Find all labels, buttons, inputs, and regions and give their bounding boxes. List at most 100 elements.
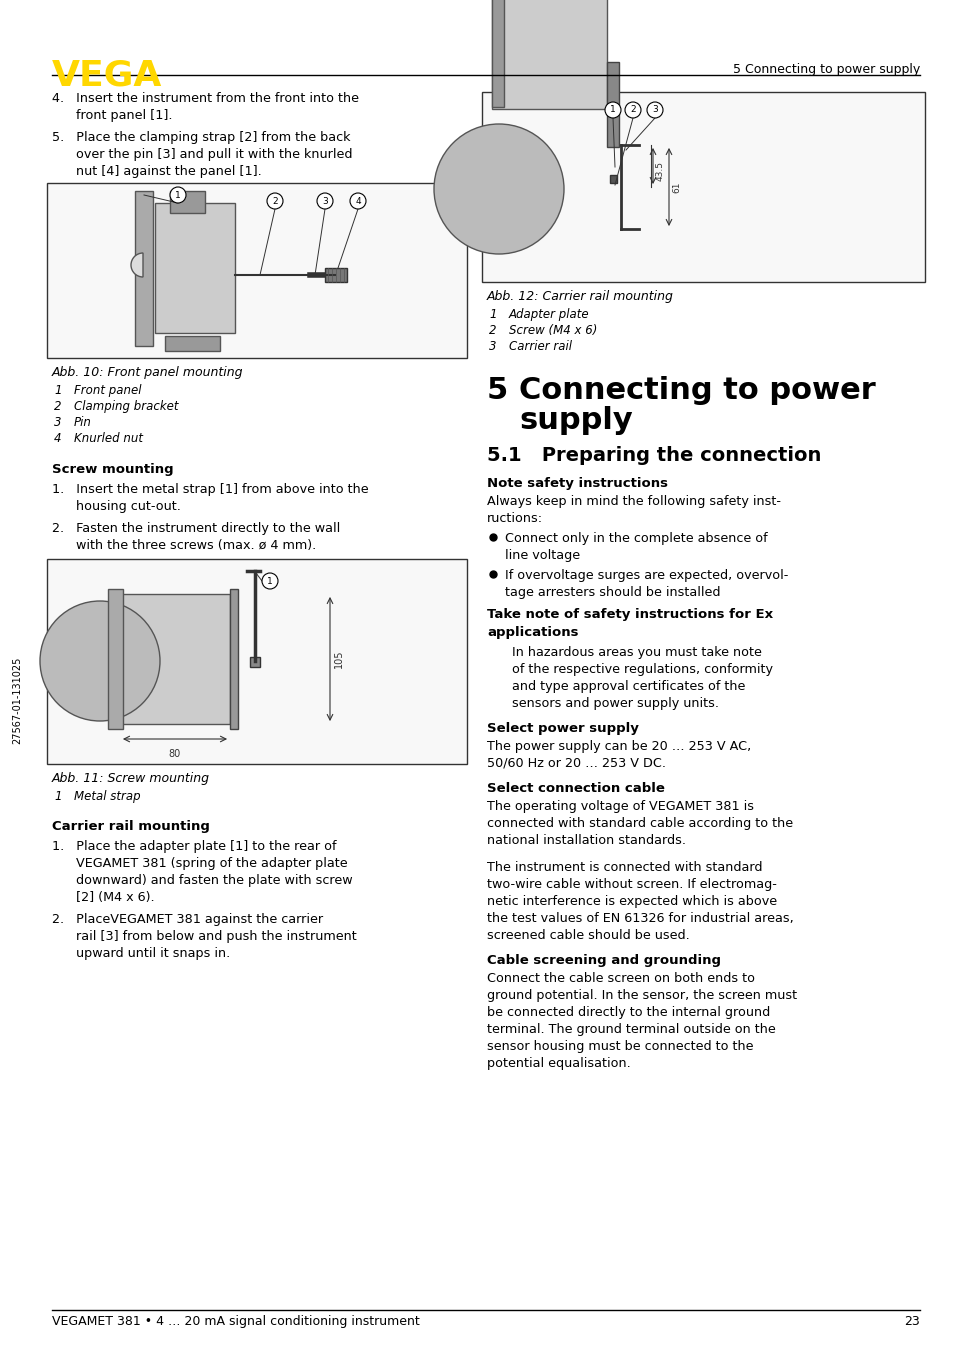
Text: nut [4] against the panel [1].: nut [4] against the panel [1].	[52, 165, 261, 177]
Text: ructions:: ructions:	[486, 512, 542, 525]
Bar	[481, 92, 924, 282]
Bar	[165, 336, 220, 351]
Text: Carrier rail: Carrier rail	[509, 340, 572, 353]
Text: Select power supply: Select power supply	[486, 722, 639, 735]
Circle shape	[267, 194, 283, 209]
Text: 5.1   Preparing the connection: 5.1 Preparing the connection	[486, 445, 821, 464]
Text: If overvoltage surges are expected, overvol-: If overvoltage surges are expected, over…	[504, 569, 787, 582]
Bar	[135, 191, 152, 347]
Text: 2: 2	[630, 106, 635, 115]
Text: 1: 1	[54, 385, 61, 397]
Circle shape	[170, 187, 186, 203]
Text: 3: 3	[489, 340, 496, 353]
Text: 2: 2	[272, 196, 277, 206]
Text: Abb. 10: Front panel mounting: Abb. 10: Front panel mounting	[52, 366, 243, 379]
Text: upward until it snaps in.: upward until it snaps in.	[52, 946, 230, 960]
Text: 5 Connecting to power supply: 5 Connecting to power supply	[732, 64, 919, 76]
Text: Screw mounting: Screw mounting	[52, 463, 173, 477]
Text: 5.   Place the clamping strap [2] from the back: 5. Place the clamping strap [2] from the…	[52, 131, 350, 144]
Text: Abb. 11: Screw mounting: Abb. 11: Screw mounting	[52, 772, 210, 785]
Text: downward) and fasten the plate with screw: downward) and fasten the plate with scre…	[52, 873, 353, 887]
Text: 23: 23	[903, 1315, 919, 1328]
Text: Abb. 12: Carrier rail mounting: Abb. 12: Carrier rail mounting	[486, 290, 673, 303]
Bar	[47, 559, 467, 764]
Text: connected with standard cable according to the: connected with standard cable according …	[486, 816, 792, 830]
Text: 1: 1	[610, 106, 616, 115]
Circle shape	[262, 573, 277, 589]
Bar	[606, 62, 618, 148]
Text: The power supply can be 20 … 253 V AC,: The power supply can be 20 … 253 V AC,	[486, 741, 750, 753]
Text: 1: 1	[267, 577, 273, 585]
Text: over the pin [3] and pull it with the knurled: over the pin [3] and pull it with the kn…	[52, 148, 352, 161]
Bar	[120, 594, 230, 724]
Text: potential equalisation.: potential equalisation.	[486, 1057, 630, 1070]
Text: The instrument is connected with standard: The instrument is connected with standar…	[486, 861, 761, 873]
Text: 43.5: 43.5	[656, 161, 664, 181]
Bar	[170, 191, 205, 213]
Circle shape	[40, 601, 160, 720]
Text: 3: 3	[652, 106, 658, 115]
Text: sensors and power supply units.: sensors and power supply units.	[512, 697, 719, 709]
Text: 1: 1	[175, 191, 181, 199]
Text: 1: 1	[489, 307, 496, 321]
Text: [2] (M4 x 6).: [2] (M4 x 6).	[52, 891, 154, 904]
Text: be connected directly to the internal ground: be connected directly to the internal gr…	[486, 1006, 769, 1020]
Bar	[154, 203, 234, 333]
Text: 1.   Insert the metal strap [1] from above into the: 1. Insert the metal strap [1] from above…	[52, 483, 368, 496]
Text: tage arresters should be installed: tage arresters should be installed	[504, 586, 720, 598]
Text: Clamping bracket: Clamping bracket	[74, 399, 178, 413]
Text: Carrier rail mounting: Carrier rail mounting	[52, 821, 210, 833]
Circle shape	[434, 125, 563, 255]
Text: supply: supply	[518, 406, 632, 435]
Text: Cable screening and grounding: Cable screening and grounding	[486, 955, 720, 967]
Text: VEGA: VEGA	[52, 58, 162, 92]
Text: housing cut-out.: housing cut-out.	[52, 500, 181, 513]
Bar	[47, 183, 467, 357]
Text: Connecting to power: Connecting to power	[518, 376, 875, 405]
Text: terminal. The ground terminal outside on the: terminal. The ground terminal outside on…	[486, 1024, 775, 1036]
Text: 105: 105	[334, 650, 344, 669]
Bar	[250, 657, 260, 668]
Bar	[230, 589, 237, 728]
Text: Always keep in mind the following safety inst-: Always keep in mind the following safety…	[486, 496, 781, 508]
Text: 2: 2	[489, 324, 496, 337]
Bar	[108, 589, 123, 728]
Text: with the three screws (max. ø 4 mm).: with the three screws (max. ø 4 mm).	[52, 539, 315, 552]
Text: 27567-01-131025: 27567-01-131025	[12, 657, 22, 743]
Text: Connect the cable screen on both ends to: Connect the cable screen on both ends to	[486, 972, 754, 984]
Text: 2.   Fasten the instrument directly to the wall: 2. Fasten the instrument directly to the…	[52, 523, 340, 535]
Text: applications: applications	[486, 626, 578, 639]
Text: front panel [1].: front panel [1].	[52, 110, 172, 122]
Bar	[609, 175, 617, 183]
Text: VEGAMET 381 (spring of the adapter plate: VEGAMET 381 (spring of the adapter plate	[52, 857, 347, 871]
Text: Knurled nut: Knurled nut	[74, 432, 143, 445]
Text: Pin: Pin	[74, 416, 91, 429]
Text: Metal strap: Metal strap	[74, 789, 140, 803]
Text: 1: 1	[54, 789, 61, 803]
Text: 4: 4	[54, 432, 61, 445]
Text: the test values of EN 61326 for industrial areas,: the test values of EN 61326 for industri…	[486, 913, 793, 925]
Circle shape	[316, 194, 333, 209]
Text: two-wire cable without screen. If electromag-: two-wire cable without screen. If electr…	[486, 877, 776, 891]
Text: netic interference is expected which is above: netic interference is expected which is …	[486, 895, 777, 909]
Text: 61: 61	[671, 181, 680, 192]
Text: 4: 4	[355, 196, 360, 206]
Circle shape	[624, 102, 640, 118]
Circle shape	[604, 102, 620, 118]
Text: 50/60 Hz or 20 … 253 V DC.: 50/60 Hz or 20 … 253 V DC.	[486, 757, 665, 770]
Text: 2: 2	[54, 399, 61, 413]
Text: The operating voltage of VEGAMET 381 is: The operating voltage of VEGAMET 381 is	[486, 800, 753, 812]
Text: In hazardous areas you must take note: In hazardous areas you must take note	[512, 646, 761, 659]
Text: Screw (M4 x 6): Screw (M4 x 6)	[509, 324, 597, 337]
Text: screened cable should be used.: screened cable should be used.	[486, 929, 689, 942]
Text: 5: 5	[486, 376, 508, 405]
Text: 4.   Insert the instrument from the front into the: 4. Insert the instrument from the front …	[52, 92, 358, 106]
Text: Take note of safety instructions for Ex: Take note of safety instructions for Ex	[486, 608, 772, 621]
Circle shape	[646, 102, 662, 118]
Text: and type approval certificates of the: and type approval certificates of the	[512, 680, 744, 693]
Text: 1.   Place the adapter plate [1] to the rear of: 1. Place the adapter plate [1] to the re…	[52, 839, 336, 853]
Text: sensor housing must be connected to the: sensor housing must be connected to the	[486, 1040, 753, 1053]
Text: 80: 80	[169, 749, 181, 760]
Text: ground potential. In the sensor, the screen must: ground potential. In the sensor, the scr…	[486, 988, 797, 1002]
Bar	[492, 0, 606, 110]
